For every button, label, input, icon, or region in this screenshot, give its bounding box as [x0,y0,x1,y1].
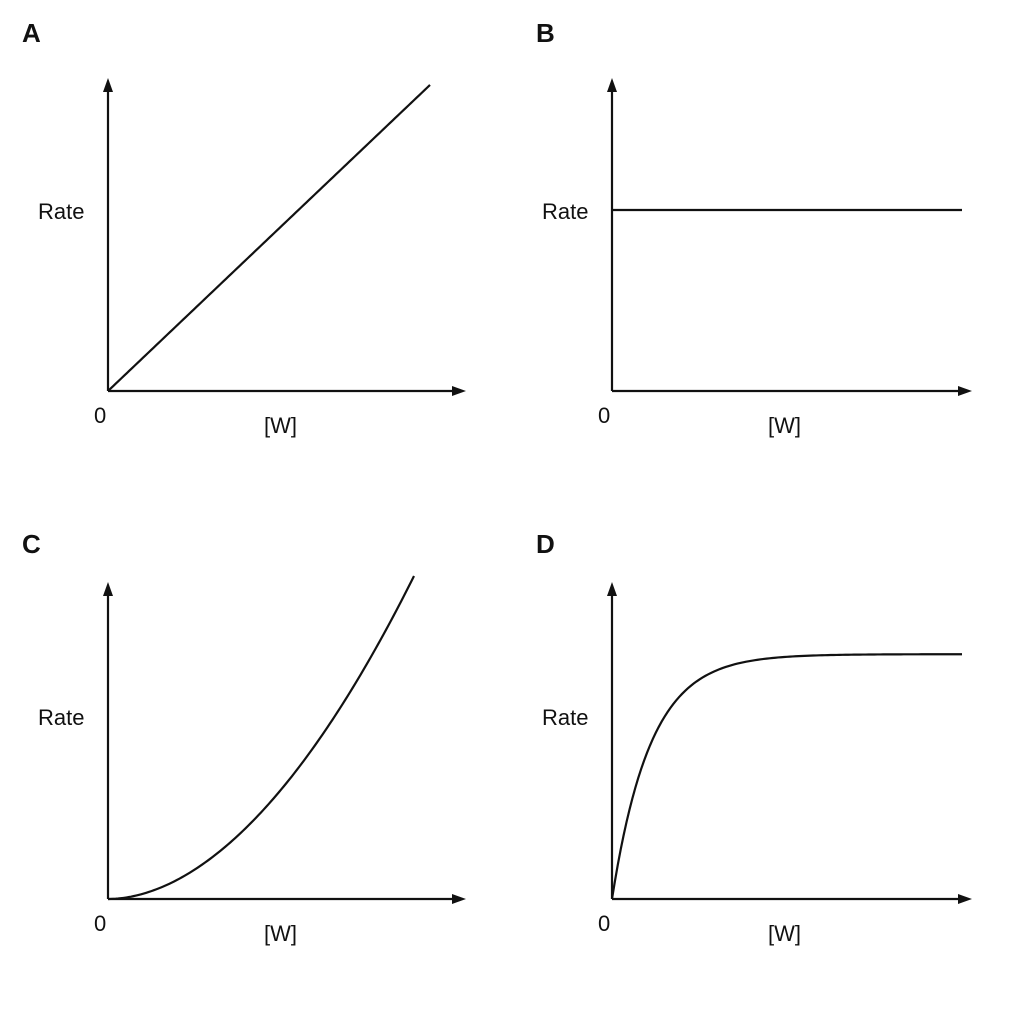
panel-b-x-axis-arrow [958,386,972,396]
panel-d-letter: D [536,529,555,559]
panel-a-x-label: [W] [264,413,297,438]
panel-b-y-label: Rate [542,199,588,224]
panel-d-origin-label: 0 [598,911,610,936]
panel-c-letter: C [22,529,41,559]
panel-d-x-axis-arrow [958,894,972,904]
panel-a-series-line [107,84,431,392]
panel-d-y-axis-arrow [607,582,617,596]
panel-d-x-label: [W] [768,921,801,946]
panel-a-letter: A [22,18,41,48]
panel-b-x-label: [W] [768,413,801,438]
panel-a-y-axis-arrow [103,78,113,92]
panel-d-y-label: Rate [542,705,588,730]
panel-d-series-line [610,653,962,900]
panel-c-y-label: Rate [38,705,84,730]
panel-c-origin-label: 0 [94,911,106,936]
panel-c-x-label: [W] [264,921,297,946]
panel-c-x-axis-arrow [452,894,466,904]
panel-c-series-line [107,575,415,901]
panel-b-letter: B [536,18,555,48]
panel-a-y-label: Rate [38,199,84,224]
panel-a-origin-label: 0 [94,403,106,428]
panel-c-y-axis-arrow [103,582,113,596]
panel-b-y-axis-arrow [607,78,617,92]
panel-a-x-axis-arrow [452,386,466,396]
panel-b-origin-label: 0 [598,403,610,428]
